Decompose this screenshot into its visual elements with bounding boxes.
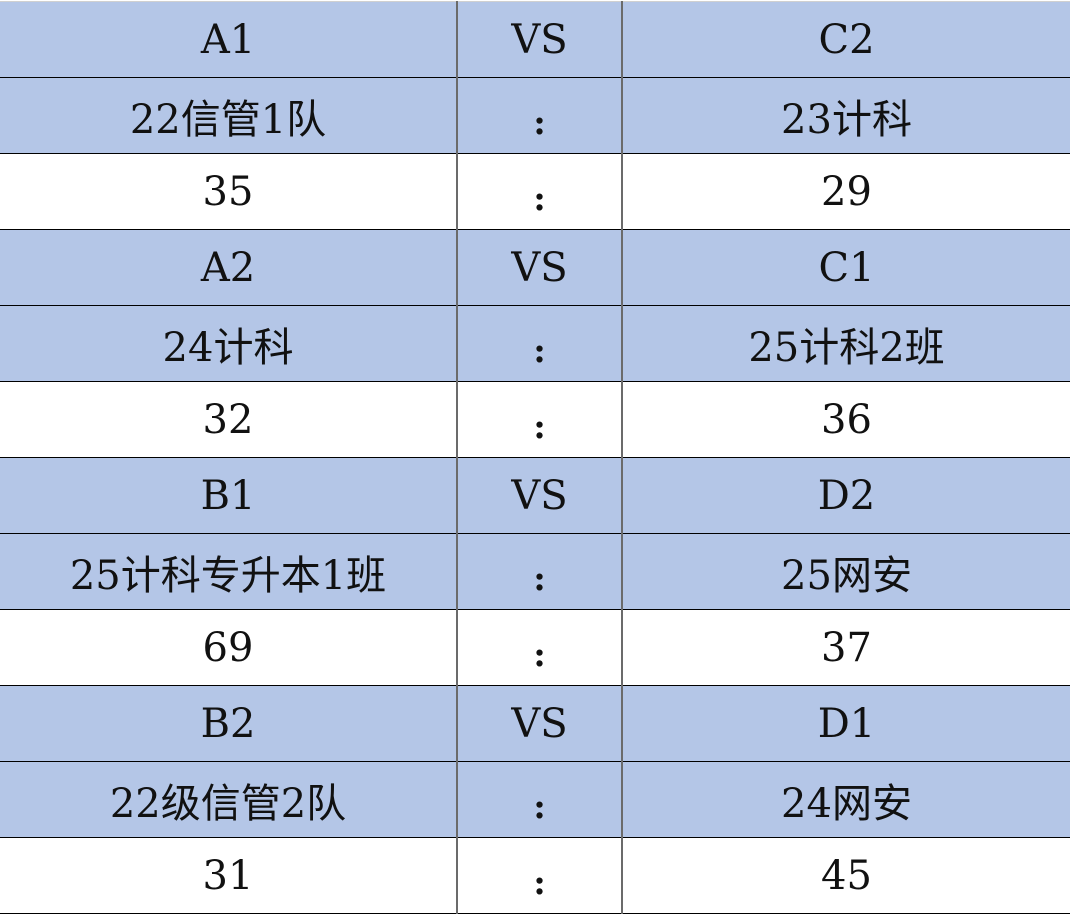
left-score-cell: 31: [0, 837, 458, 914]
right-team-cell: 25计科2班: [622, 305, 1070, 382]
right-score-cell: 37: [622, 609, 1070, 686]
separator-cell: :: [457, 609, 623, 686]
score-row: 32:36: [0, 381, 1070, 458]
vs-label-cell: VS: [457, 1, 623, 78]
left-score-cell: 69: [0, 609, 458, 686]
team-row: 22信管1队:23计科: [0, 77, 1070, 154]
seed-row: B1 VS D2: [0, 457, 1070, 534]
seed-row: A1 VS C2: [0, 1, 1070, 78]
score-row: 69:37: [0, 609, 1070, 686]
separator-cell: :: [457, 533, 623, 610]
right-team-cell: 25网安: [622, 533, 1070, 610]
team-row: 24计科:25计科2班: [0, 305, 1070, 382]
left-score-cell: 32: [0, 381, 458, 458]
vs-label-cell: VS: [457, 229, 623, 306]
separator-cell: :: [457, 381, 623, 458]
right-seed-cell: C1: [622, 229, 1070, 306]
right-seed-cell: D2: [622, 457, 1070, 534]
right-score-cell: 45: [622, 837, 1070, 914]
left-score-cell: 35: [0, 153, 458, 230]
separator-cell: :: [457, 837, 623, 914]
separator-cell: :: [457, 77, 623, 154]
seed-row: B2 VS D1: [0, 685, 1070, 762]
right-team-cell: 23计科: [622, 77, 1070, 154]
left-team-cell: 24计科: [0, 305, 458, 382]
right-team-cell: 24网安: [622, 761, 1070, 838]
seed-row: A2 VS C1: [0, 229, 1070, 306]
separator-cell: :: [457, 305, 623, 382]
separator-cell: :: [457, 761, 623, 838]
score-row: 35:29: [0, 153, 1070, 230]
left-seed-cell: A1: [0, 1, 458, 78]
right-score-cell: 36: [622, 381, 1070, 458]
right-seed-cell: C2: [622, 1, 1070, 78]
vs-label-cell: VS: [457, 457, 623, 534]
left-seed-cell: B1: [0, 457, 458, 534]
left-team-cell: 22信管1队: [0, 77, 458, 154]
left-team-cell: 25计科专升本1班: [0, 533, 458, 610]
team-row: 22级信管2队:24网安: [0, 761, 1070, 838]
separator-cell: :: [457, 153, 623, 230]
left-seed-cell: B2: [0, 685, 458, 762]
left-team-cell: 22级信管2队: [0, 761, 458, 838]
vs-label-cell: VS: [457, 685, 623, 762]
right-seed-cell: D1: [622, 685, 1070, 762]
team-row: 25计科专升本1班:25网安: [0, 533, 1070, 610]
right-score-cell: 29: [622, 153, 1070, 230]
left-seed-cell: A2: [0, 229, 458, 306]
score-row: 31:45: [0, 837, 1070, 914]
